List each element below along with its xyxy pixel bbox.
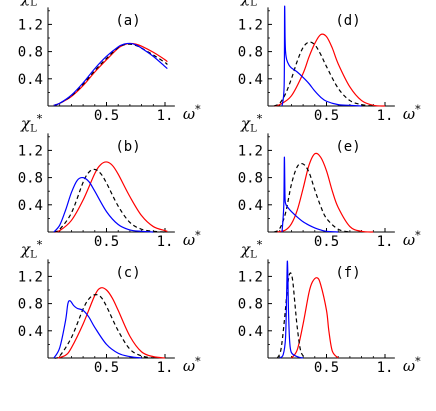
x-axis-label: ω*	[183, 229, 201, 249]
x-tick-label: 1.	[377, 108, 394, 124]
series-line-1	[277, 152, 374, 233]
x-tick-label: 1.	[377, 360, 394, 376]
x-tick-label: 0.5	[94, 234, 119, 250]
series-line-3	[279, 260, 304, 359]
y-tick-label: 1.2	[18, 143, 43, 159]
series-line-3	[281, 156, 339, 233]
y-axis-label: χL*	[20, 238, 43, 260]
x-tick-label: 0.5	[314, 108, 339, 124]
panel-f: 0.5 1. 0.4 0.8 1.2 χL* ω* (f)	[238, 238, 421, 376]
series-line-2	[273, 162, 351, 233]
series-line-3	[53, 176, 154, 233]
series-line-1	[57, 287, 166, 359]
y-tick-label: 0.8	[18, 297, 43, 313]
y-tick-label: 0.8	[238, 297, 263, 313]
x-axis-label: ω*	[403, 355, 421, 375]
y-tick-label: 0.8	[18, 45, 43, 61]
x-tick-label: 0.5	[94, 360, 119, 376]
y-tick-label: 1.2	[238, 143, 263, 159]
y-tick-label: 1.2	[18, 269, 43, 285]
panel-label: (c)	[115, 265, 140, 281]
series-line-3	[53, 300, 142, 359]
panel-d: 0.5 1. 0.4 0.8 1.2 χL* ω* (d)	[238, 0, 421, 124]
y-tick-label: 0.8	[238, 45, 263, 61]
series-line-3	[281, 5, 362, 107]
x-axis-label: ω*	[403, 103, 421, 123]
x-tick-label: 1.	[157, 234, 174, 250]
series-line-3	[53, 42, 168, 106]
x-axis-label: ω*	[403, 229, 421, 249]
panel-label: (b)	[115, 139, 140, 155]
y-tick-label: 0.4	[238, 324, 263, 340]
panel-e: 0.5 1. 0.4 0.8 1.2 χL* ω* (e)	[238, 112, 421, 250]
panel-c: 0.5 1. 0.4 0.8 1.2 χL* ω* (c)	[18, 238, 201, 376]
y-tick-label: 0.4	[18, 198, 43, 214]
x-tick-label: 1.	[377, 234, 394, 250]
series-line-1	[53, 161, 168, 233]
panel-label: (a)	[115, 13, 140, 29]
panel-a: 0.5 1. 0.4 0.8 1.2 χL* ω* (a)	[18, 0, 201, 124]
y-tick-label: 0.4	[238, 198, 263, 214]
y-tick-label: 0.4	[18, 324, 43, 340]
panel-b: 0.5 1. 0.4 0.8 1.2 χL* ω* (b)	[18, 112, 201, 250]
panel-label: (d)	[335, 13, 360, 29]
x-axis-label: ω*	[183, 355, 201, 375]
y-axis-label: χL*	[20, 112, 43, 134]
x-tick-label: 0.5	[314, 234, 339, 250]
x-tick-label: 1.	[157, 360, 174, 376]
x-tick-label: 1.	[157, 108, 174, 124]
y-axis-label: χL*	[240, 238, 263, 260]
panel-label: (f)	[335, 265, 360, 281]
x-axis-label: ω*	[183, 103, 201, 123]
y-tick-label: 0.8	[18, 171, 43, 187]
series-line-1	[290, 277, 339, 359]
y-tick-label: 1.2	[238, 17, 263, 33]
x-tick-label: 0.5	[94, 108, 119, 124]
y-tick-label: 1.2	[18, 17, 43, 33]
y-axis-label: χL*	[240, 112, 263, 134]
y-tick-label: 0.4	[238, 72, 263, 88]
series-line-2	[276, 272, 306, 359]
series-line-1	[273, 33, 386, 107]
y-tick-label: 0.8	[238, 171, 263, 187]
x-tick-label: 0.5	[314, 360, 339, 376]
series-line-2	[53, 168, 166, 233]
y-tick-label: 0.4	[18, 72, 43, 88]
series-line-2	[273, 41, 374, 107]
y-tick-label: 1.2	[238, 269, 263, 285]
panel-label: (e)	[335, 139, 360, 155]
y-axis-label: χL*	[240, 0, 263, 8]
y-axis-label: χL*	[20, 0, 43, 8]
